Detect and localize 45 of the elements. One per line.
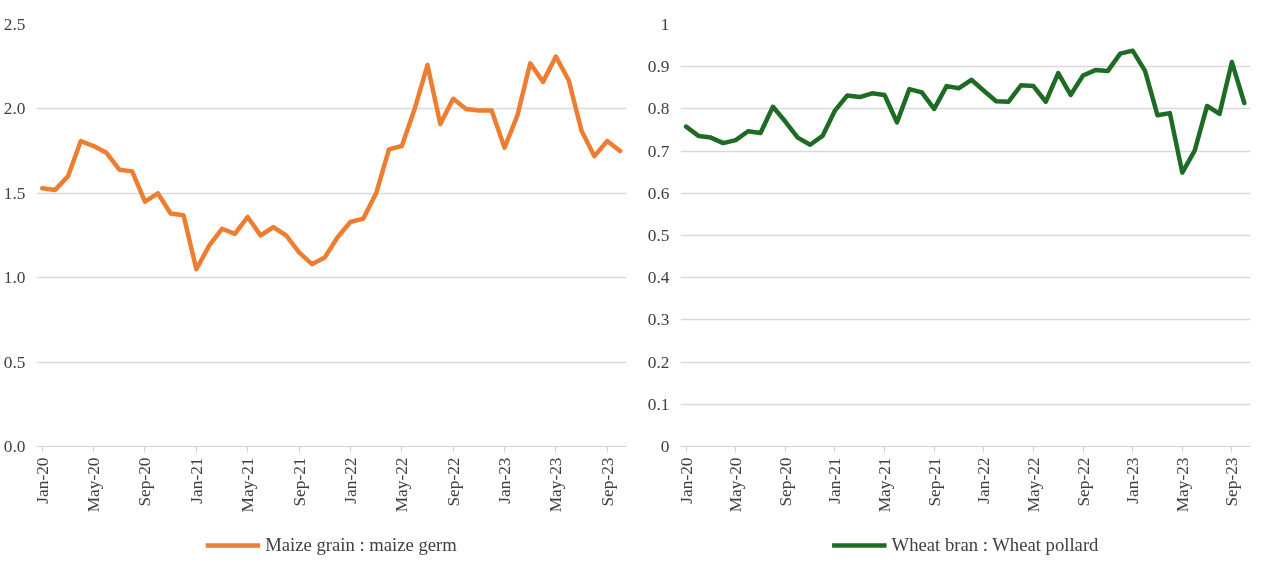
x-tick-label: Jan-21 [825,457,845,504]
x-tick-label: Jan-23 [1123,457,1143,504]
x-tick-label: Jan-20 [676,457,696,504]
x-tick-label: Sep-22 [1073,457,1093,507]
x-tick-label: May-21 [875,457,895,513]
y-tick-label: 0.3 [647,310,670,330]
y-tick-label: 0.2 [647,352,670,372]
x-tick-label: May-21 [238,457,258,513]
x-tick-label: Jan-23 [495,457,515,504]
x-tick-label: May-20 [726,457,746,513]
y-tick-label: 0.5 [3,352,26,372]
y-tick-label: 1 [660,15,670,34]
legend-label: Maize grain : maize germ [265,534,457,556]
y-tick-label: 0.5 [647,226,670,245]
y-tick-label: 0.9 [647,57,670,77]
y-tick-label: 0.8 [647,99,670,119]
x-tick-label: May-22 [1023,457,1043,513]
y-tick-label: 1.5 [3,183,26,203]
x-tick-label: Sep-20 [775,457,795,507]
y-tick-label: 2.0 [3,99,26,119]
x-tick-label: Jan-20 [32,457,52,504]
x-tick-label: May-20 [84,457,104,513]
x-tick-label: May-23 [1172,457,1192,513]
y-tick-label: 0.6 [647,183,670,203]
x-tick-label: Sep-21 [289,457,309,507]
x-tick-label: Sep-21 [924,457,944,507]
x-tick-label: Sep-22 [443,457,463,507]
x-tick-label: May-22 [392,457,412,513]
y-tick-label: 0.0 [3,437,26,456]
y-tick-label: 0 [660,437,670,456]
y-tick-label: 0.1 [647,394,670,414]
y-tick-label: 2.5 [3,15,26,34]
legend-label: Wheat bran : Wheat pollard [891,534,1099,556]
line-series [683,48,1247,175]
x-tick-label: Jan-22 [340,457,360,504]
y-tick-label: 0.7 [647,141,670,161]
x-tick-label: May-23 [546,457,566,513]
x-tick-label: Sep-23 [1222,457,1242,507]
line-series [40,54,623,272]
y-tick-label: 1.0 [3,268,26,288]
x-tick-label: Jan-21 [186,457,206,504]
x-tick-label: Jan-22 [974,457,994,504]
y-tick-label: 0.4 [647,268,670,288]
x-tick-label: Sep-23 [597,457,617,507]
x-tick-label: Sep-20 [135,457,155,507]
